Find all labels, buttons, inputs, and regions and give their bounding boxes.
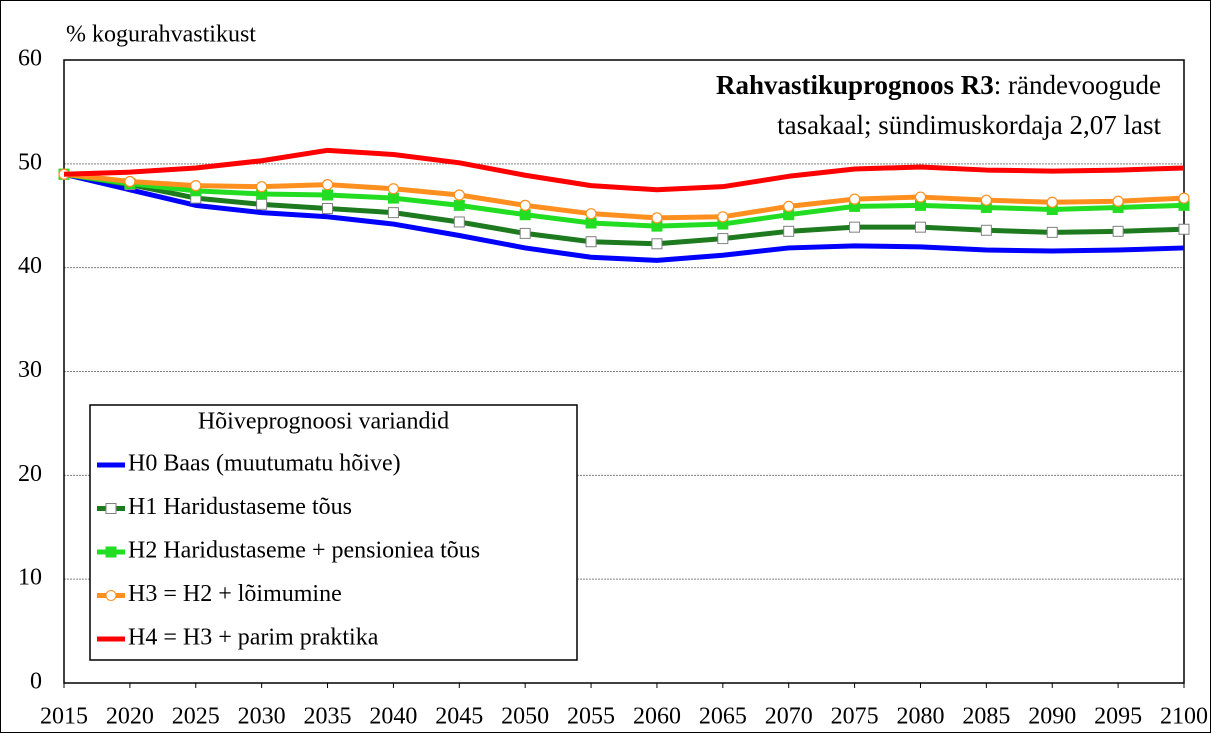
marker xyxy=(914,199,926,211)
series-line xyxy=(63,171,1185,229)
marker xyxy=(453,216,465,228)
marker xyxy=(256,188,268,200)
series-line xyxy=(63,171,1185,263)
marker xyxy=(1046,226,1058,238)
x-tick-label: 2085 xyxy=(962,704,1010,730)
marker xyxy=(190,180,202,192)
marker xyxy=(849,221,861,233)
marker xyxy=(717,218,729,230)
x-tick-label: 2090 xyxy=(1028,704,1076,730)
marker xyxy=(387,183,400,195)
marker xyxy=(585,236,597,248)
x-tick-label: 2050 xyxy=(501,704,549,730)
series-line xyxy=(63,171,1185,247)
marker xyxy=(1112,195,1124,207)
plot-frame xyxy=(63,59,1185,684)
marker xyxy=(387,207,399,219)
marker xyxy=(1178,192,1190,204)
x-tick-label: 2025 xyxy=(172,704,220,730)
legend-marker xyxy=(105,546,117,558)
marker xyxy=(322,202,334,214)
x-tick-label: 2095 xyxy=(1094,704,1142,730)
series-line xyxy=(63,171,1185,221)
y-tick-label: 60 xyxy=(18,46,42,72)
x-tick-label: 2080 xyxy=(896,704,944,730)
chart-subtitle: tasakaal; sündimuskordaja 2,07 last xyxy=(777,110,1161,140)
marker xyxy=(387,192,399,204)
marker xyxy=(256,198,268,210)
marker xyxy=(980,194,992,206)
y-tick-label: 50 xyxy=(18,149,42,175)
marker xyxy=(1046,196,1058,208)
x-tick-label: 2045 xyxy=(435,704,483,730)
legend-label: H1 Haridustaseme tõus xyxy=(128,494,352,520)
legend-label: H3 = H2 + lõimumine xyxy=(128,581,342,607)
marker xyxy=(1112,201,1124,213)
marker xyxy=(256,181,268,193)
legend-label: H4 = H3 + parim praktika xyxy=(128,625,379,651)
marker xyxy=(453,189,465,201)
marker xyxy=(124,175,136,188)
legend-label: H0 Baas (muutumatu hõive) xyxy=(128,451,401,477)
marker xyxy=(717,211,729,223)
series-line xyxy=(63,147,1185,193)
legend-marker xyxy=(105,503,117,514)
marker xyxy=(849,200,861,212)
y-tick-label: 40 xyxy=(18,253,42,279)
legend-box xyxy=(89,404,578,661)
title-rest: : rändevoogude xyxy=(994,70,1161,100)
x-tick-label: 2100 xyxy=(1160,704,1208,730)
marker xyxy=(1112,225,1124,237)
marker xyxy=(717,233,729,245)
chart-title: Rahvastikuprognoos R3: rändevoogude xyxy=(716,70,1161,100)
marker xyxy=(783,225,795,237)
marker xyxy=(783,209,795,221)
marker xyxy=(585,208,597,220)
x-tick-label: 2040 xyxy=(369,704,417,730)
marker xyxy=(1178,223,1190,235)
x-tick-label: 2075 xyxy=(831,704,879,730)
title-bold: Rahvastikuprognoos R3 xyxy=(716,70,994,100)
y-tick-label: 20 xyxy=(18,461,42,487)
marker xyxy=(321,179,334,191)
marker xyxy=(519,227,531,239)
x-tick-label: 2060 xyxy=(633,704,681,730)
marker xyxy=(519,199,531,211)
marker xyxy=(848,193,861,205)
legend: Hõiveprognoosi variandid H0 Baas (muutuma… xyxy=(89,404,578,661)
marker xyxy=(914,221,926,233)
marker xyxy=(651,220,663,232)
marker xyxy=(914,191,927,203)
y-axis-label: % kogurahvastikust xyxy=(66,22,256,48)
marker xyxy=(783,200,795,213)
x-tick-label: 2055 xyxy=(567,704,615,730)
marker xyxy=(322,189,334,201)
x-tick-label: 2065 xyxy=(699,704,747,730)
x-tick-label: 2020 xyxy=(106,704,154,730)
x-tick-label: 2030 xyxy=(238,704,286,730)
marker xyxy=(519,209,531,221)
y-tick-label: 0 xyxy=(30,669,42,695)
marker xyxy=(453,199,465,211)
y-tick-label: 30 xyxy=(18,357,42,383)
legend-title: Hõiveprognoosi variandid xyxy=(198,409,449,435)
legend-label: H2 Haridustaseme + pensioniea tõus xyxy=(128,538,480,564)
x-tick-label: 2070 xyxy=(765,704,813,730)
marker xyxy=(1046,204,1058,216)
marker xyxy=(980,224,992,236)
y-tick-label: 10 xyxy=(18,565,42,591)
x-tick-label: 2035 xyxy=(304,704,352,730)
marker xyxy=(980,201,992,213)
x-tick-label: 2015 xyxy=(40,704,88,730)
marker xyxy=(1178,199,1190,211)
marker xyxy=(585,217,597,229)
marker xyxy=(651,238,663,250)
marker xyxy=(651,212,663,224)
legend-marker xyxy=(105,590,117,601)
